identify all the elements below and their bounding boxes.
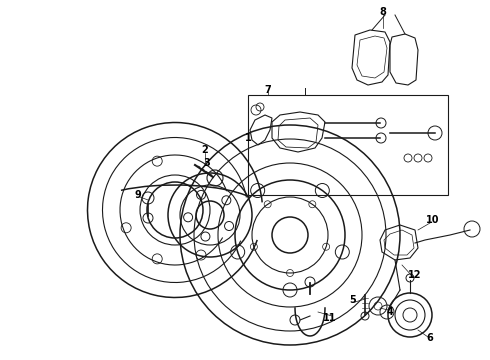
Text: 11: 11 [323,313,337,323]
Text: 6: 6 [427,333,433,343]
Text: 8: 8 [380,7,387,17]
Text: 7: 7 [265,85,271,95]
Text: 3: 3 [204,158,210,168]
Text: 2: 2 [201,145,208,155]
Text: 1: 1 [245,133,251,143]
Text: 10: 10 [426,215,440,225]
Text: 12: 12 [408,270,422,280]
Text: 5: 5 [350,295,356,305]
Text: 4: 4 [387,307,393,317]
Bar [248,95,448,195]
Text: 9: 9 [135,190,142,200]
